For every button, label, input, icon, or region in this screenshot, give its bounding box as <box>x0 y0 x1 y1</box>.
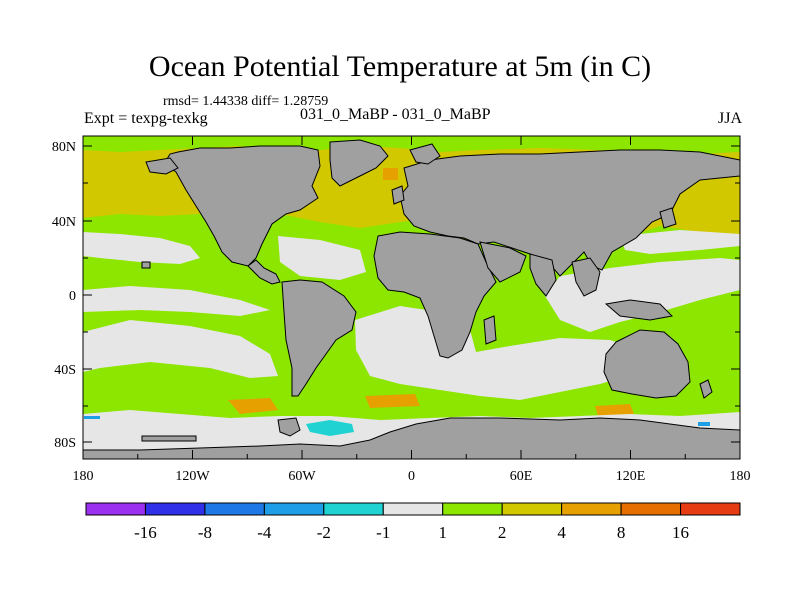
y-tick-label-0: 0 <box>69 289 76 304</box>
colorbar-box <box>680 502 741 516</box>
land-eurasia <box>399 149 740 277</box>
colorbar-box <box>85 502 146 516</box>
contour-cyan-weddell <box>306 420 354 436</box>
land-island-hawaii <box>141 261 151 269</box>
contour-neutral-sp <box>83 320 278 378</box>
contour-lightblue-a <box>84 416 100 419</box>
land-arabia <box>479 241 527 283</box>
x-ticks <box>82 136 741 459</box>
contour-orange-d <box>595 404 634 416</box>
x-tick-label-120e: 120E <box>616 469 646 484</box>
colorbar-label: 8 <box>617 523 626 542</box>
colorbar-box <box>620 502 682 516</box>
colorbar-box <box>382 502 444 516</box>
colorbar-box <box>144 502 206 516</box>
colorbar-label: 2 <box>498 523 507 542</box>
colorbar-box <box>442 502 503 516</box>
contour-neutral-np <box>83 232 200 264</box>
land-antarctica <box>83 417 740 459</box>
y-ticks <box>83 145 740 443</box>
y-tick-label-40s: 40S <box>54 363 76 378</box>
experiment-label: Expt = texpg-texkg <box>84 110 208 127</box>
contour-neutral-satl <box>355 306 640 400</box>
x-tick-label-180w: 180 <box>73 469 94 484</box>
land-north-america <box>163 145 321 267</box>
x-tick-label-60e: 60E <box>510 469 533 484</box>
x-tick-label-0: 0 <box>408 469 415 484</box>
colorbar-label: -4 <box>257 523 272 542</box>
season-label: JJA <box>717 110 742 127</box>
x-tick-label-120w: 120W <box>175 469 210 484</box>
land-island-madagascar <box>483 315 497 345</box>
colorbar-label: -16 <box>134 523 157 542</box>
land-india <box>529 253 557 297</box>
contour-orange-c <box>365 394 420 408</box>
contour-neutral-natl <box>278 236 366 280</box>
colorbar-box <box>561 502 622 516</box>
x-tick-label-180e: 180 <box>730 469 751 484</box>
colorbar-box <box>501 502 563 516</box>
colorbar-label: 1 <box>438 523 447 542</box>
map-title: Ocean Potential Temperature at 5m (in C) <box>148 50 652 83</box>
y-tick-label-80s: 80S <box>54 436 76 451</box>
contour-orange-b <box>228 398 278 414</box>
colorbar-label: -1 <box>376 523 390 542</box>
contour-neutral-wp <box>620 230 740 254</box>
land-island-uk <box>391 185 405 205</box>
land-south-america <box>281 279 357 397</box>
land-island-jp <box>659 207 677 229</box>
land-central-america <box>247 259 281 285</box>
colorbar-label: 16 <box>672 523 689 542</box>
colorbar-label: -2 <box>317 523 331 542</box>
land-antarctic-strip <box>141 435 197 442</box>
colorbar-label: -8 <box>198 523 212 542</box>
land-antarctic-peninsula <box>277 417 301 437</box>
colorbar-box <box>323 502 384 516</box>
land-australia <box>603 329 691 399</box>
colorbar-label: 4 <box>557 523 566 542</box>
contour-lightblue-b <box>698 422 710 426</box>
y-tick-label-80n: 80N <box>52 140 76 155</box>
land-scandinavia <box>409 143 441 165</box>
land-greenland <box>329 139 389 187</box>
map-panel <box>83 136 740 459</box>
land-alaska <box>145 157 179 175</box>
land-masses <box>83 139 740 459</box>
land-island-nz <box>699 379 713 399</box>
land-africa <box>373 231 497 359</box>
stats-label: rmsd= 1.44338 diff= 1.28759 <box>163 94 329 109</box>
x-tick-label-60w: 60W <box>288 469 316 484</box>
experiment-names-label: 031_0_MaBP - 031_0_MaBP <box>300 106 491 123</box>
colorbar: -16 -8 -4 -2 -1 1 2 4 8 16 <box>85 502 741 542</box>
land-se-asia <box>571 257 601 297</box>
contour-orange-a <box>383 168 398 180</box>
colorbar-box <box>263 502 325 516</box>
y-tick-label-40n: 40N <box>52 215 76 230</box>
contour-neutral-ep <box>83 286 270 316</box>
land-indonesia <box>604 299 674 321</box>
colorbar-box <box>204 502 265 516</box>
